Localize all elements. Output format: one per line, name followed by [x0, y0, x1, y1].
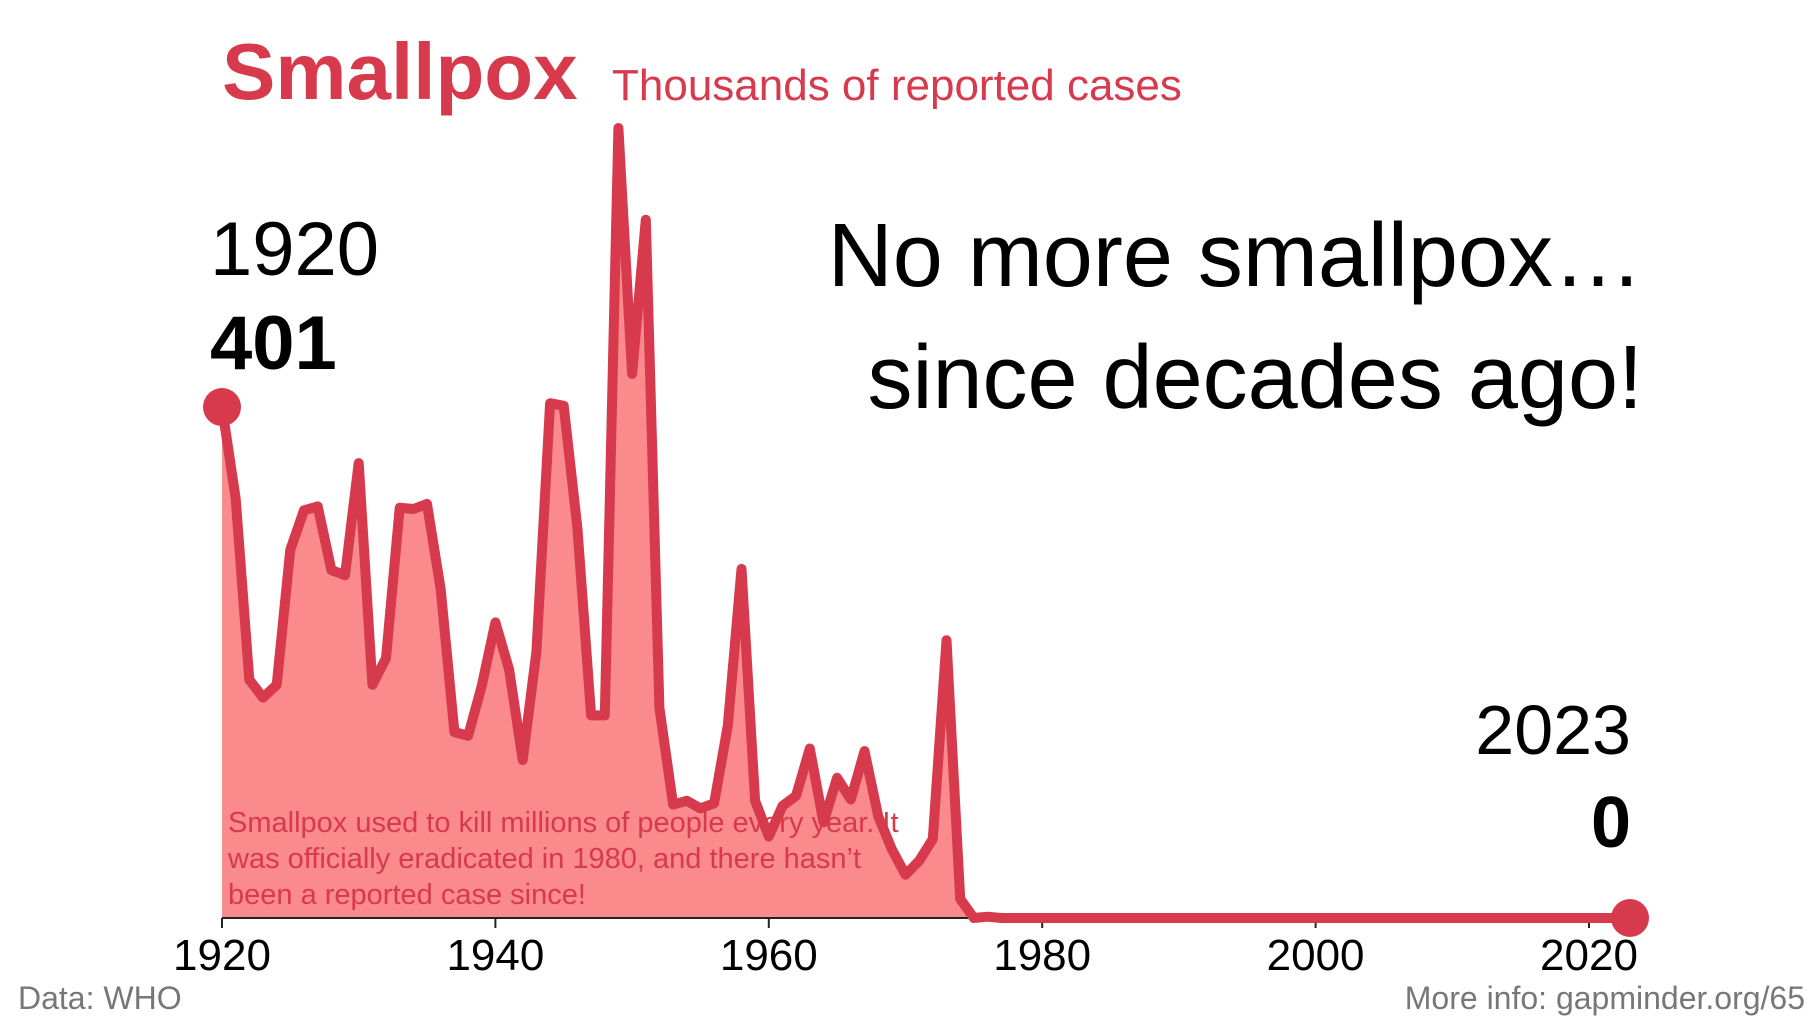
end-point-marker: [1611, 899, 1649, 937]
headline: No more smallpox… since decades ago!: [827, 206, 1643, 428]
line-layer: [217, 123, 1635, 923]
x-axis-ticks: 1920 1940 1960 1980 2000 2020: [173, 918, 1638, 980]
more-info-link[interactable]: More info: gapminder.org/65: [1404, 980, 1805, 1016]
x-tick-label: 2000: [1267, 931, 1365, 980]
x-tick-label: 1920: [173, 931, 271, 980]
chart-subtitle: Thousands of reported cases: [612, 61, 1182, 110]
data-source: Data: WHO: [18, 980, 182, 1016]
chart-annotation: Smallpox used to kill millions of people…: [228, 807, 899, 911]
chart-title: Smallpox: [222, 27, 578, 116]
x-tick-label: 1940: [446, 931, 544, 980]
cases-area: [222, 128, 1630, 918]
area-layer: [222, 128, 1630, 918]
start-value-label: 401: [210, 301, 337, 386]
x-tick-label: 2020: [1540, 931, 1638, 980]
marker-layer: [203, 388, 1649, 937]
start-point-marker: [203, 388, 241, 427]
x-tick-label: 1960: [720, 931, 818, 980]
end-year-label: 2023: [1475, 691, 1631, 769]
end-value-label: 0: [1590, 783, 1631, 863]
x-tick-label: 1980: [993, 931, 1091, 980]
start-year-label: 1920: [210, 207, 380, 292]
cases-line: [217, 123, 1635, 923]
